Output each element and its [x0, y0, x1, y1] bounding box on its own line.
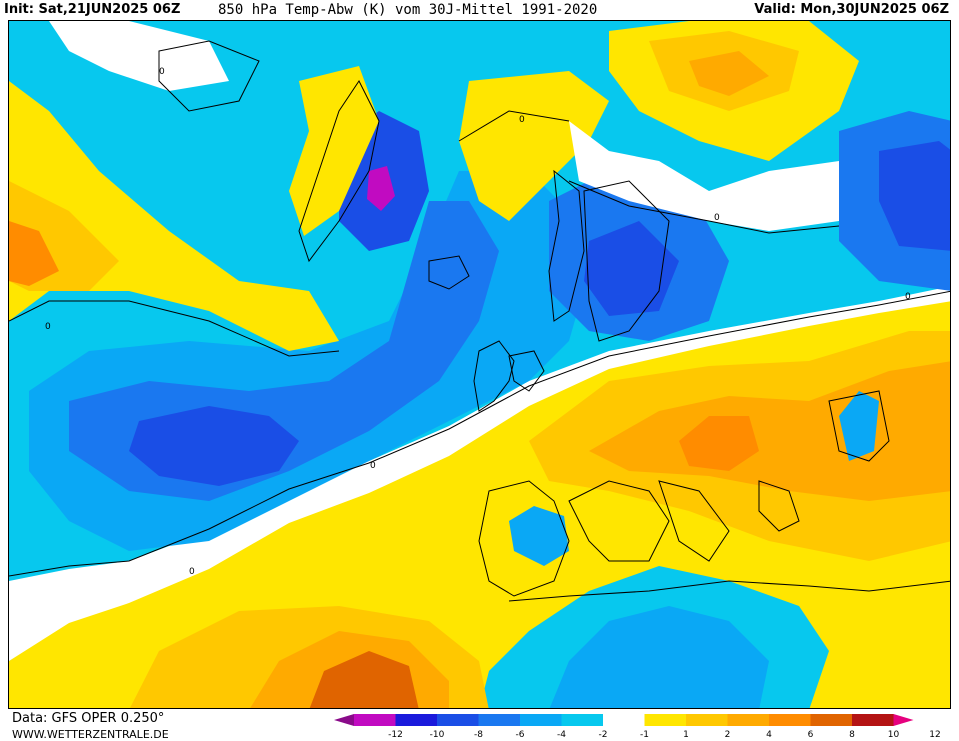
legend-swatch	[520, 714, 562, 726]
legend-tick-label: -6	[516, 730, 525, 739]
legend-swatch	[810, 714, 852, 726]
legend-tick-label: -8	[474, 730, 483, 739]
legend-swatch	[852, 714, 894, 726]
contour-label: 0	[519, 115, 525, 125]
legend-swatch	[644, 714, 686, 726]
contour-label: 0	[159, 67, 165, 77]
legend-tick-label: 2	[725, 730, 731, 739]
neutral-canada-north	[49, 21, 229, 91]
site-url: WWW.WETTERZENTRALE.DE	[12, 728, 169, 741]
legend-swatch	[395, 714, 437, 726]
legend-swatch	[727, 714, 769, 726]
chart-title: 850 hPa Temp-Abw (K) vom 30J-Mittel 1991…	[218, 2, 598, 18]
contour-label: 0	[905, 292, 911, 302]
contour-label: 0	[714, 213, 720, 223]
legend-arrow-right	[893, 714, 914, 726]
zero-contour-line-north	[9, 110, 840, 357]
contour-label: 0	[45, 322, 51, 332]
warm-norwegian-sea	[459, 71, 609, 221]
legend-swatch	[478, 714, 520, 726]
contour-label: 0	[189, 567, 195, 577]
cold-siberia-inner	[879, 141, 950, 251]
legend-tick-label: 4	[766, 730, 772, 739]
legend-arrow-left	[334, 714, 354, 726]
cold-region-africa-inner	[549, 606, 769, 708]
data-source: Data: GFS OPER 0.250°	[12, 711, 165, 726]
zero-contour-line	[9, 290, 950, 577]
map-canvas: 0 0 0 0 0 0 0	[9, 21, 950, 708]
legend-swatch	[686, 714, 728, 726]
warm-barents-core	[689, 51, 769, 96]
legend-tick-label: 10	[888, 730, 900, 739]
warm-canada-core	[9, 221, 59, 286]
cold-core-atlantic	[129, 406, 299, 486]
legend-swatch	[769, 714, 811, 726]
cold-core-greenland-inner	[367, 166, 395, 211]
legend-tick-label: 6	[808, 730, 814, 739]
legend-tick-label: 1	[683, 730, 689, 739]
cold-pocket-iberia	[509, 506, 569, 566]
legend-swatch	[561, 714, 603, 726]
warm-core-balkans	[679, 416, 759, 471]
color-legend: -12 -10 -8 -6 -4 -2 -1 1 2 4 6 8 10 12	[334, 714, 941, 739]
anomaly-map: 0 0 0 0 0 0 0	[8, 20, 951, 709]
legend-tick-label: 12	[929, 730, 940, 739]
init-time: Init: Sat,21JUN2025 06Z	[4, 2, 181, 17]
legend-tick-label: -12	[388, 730, 403, 739]
legend-swatch	[437, 714, 479, 726]
header-bar: Init: Sat,21JUN2025 06Z 850 hPa Temp-Abw…	[0, 0, 959, 20]
coastlines	[158, 40, 950, 602]
valid-time: Valid: Mon,30JUN2025 06Z	[754, 2, 949, 17]
legend-tick-label: -1	[640, 730, 649, 739]
cold-scandinavia-inner	[584, 221, 679, 316]
legend-swatch	[603, 714, 645, 726]
warm-core-atlantic-center	[309, 651, 419, 708]
neutral-arctic	[569, 121, 839, 231]
legend-tick-label: 8	[849, 730, 855, 739]
legend-tick-label: -2	[599, 730, 608, 739]
cold-pocket-blacksea	[839, 391, 879, 461]
legend-tick-label: -4	[557, 730, 566, 739]
legend-swatch	[354, 714, 396, 726]
contour-label: 0	[370, 461, 376, 471]
legend-tick-label: -10	[430, 730, 445, 739]
